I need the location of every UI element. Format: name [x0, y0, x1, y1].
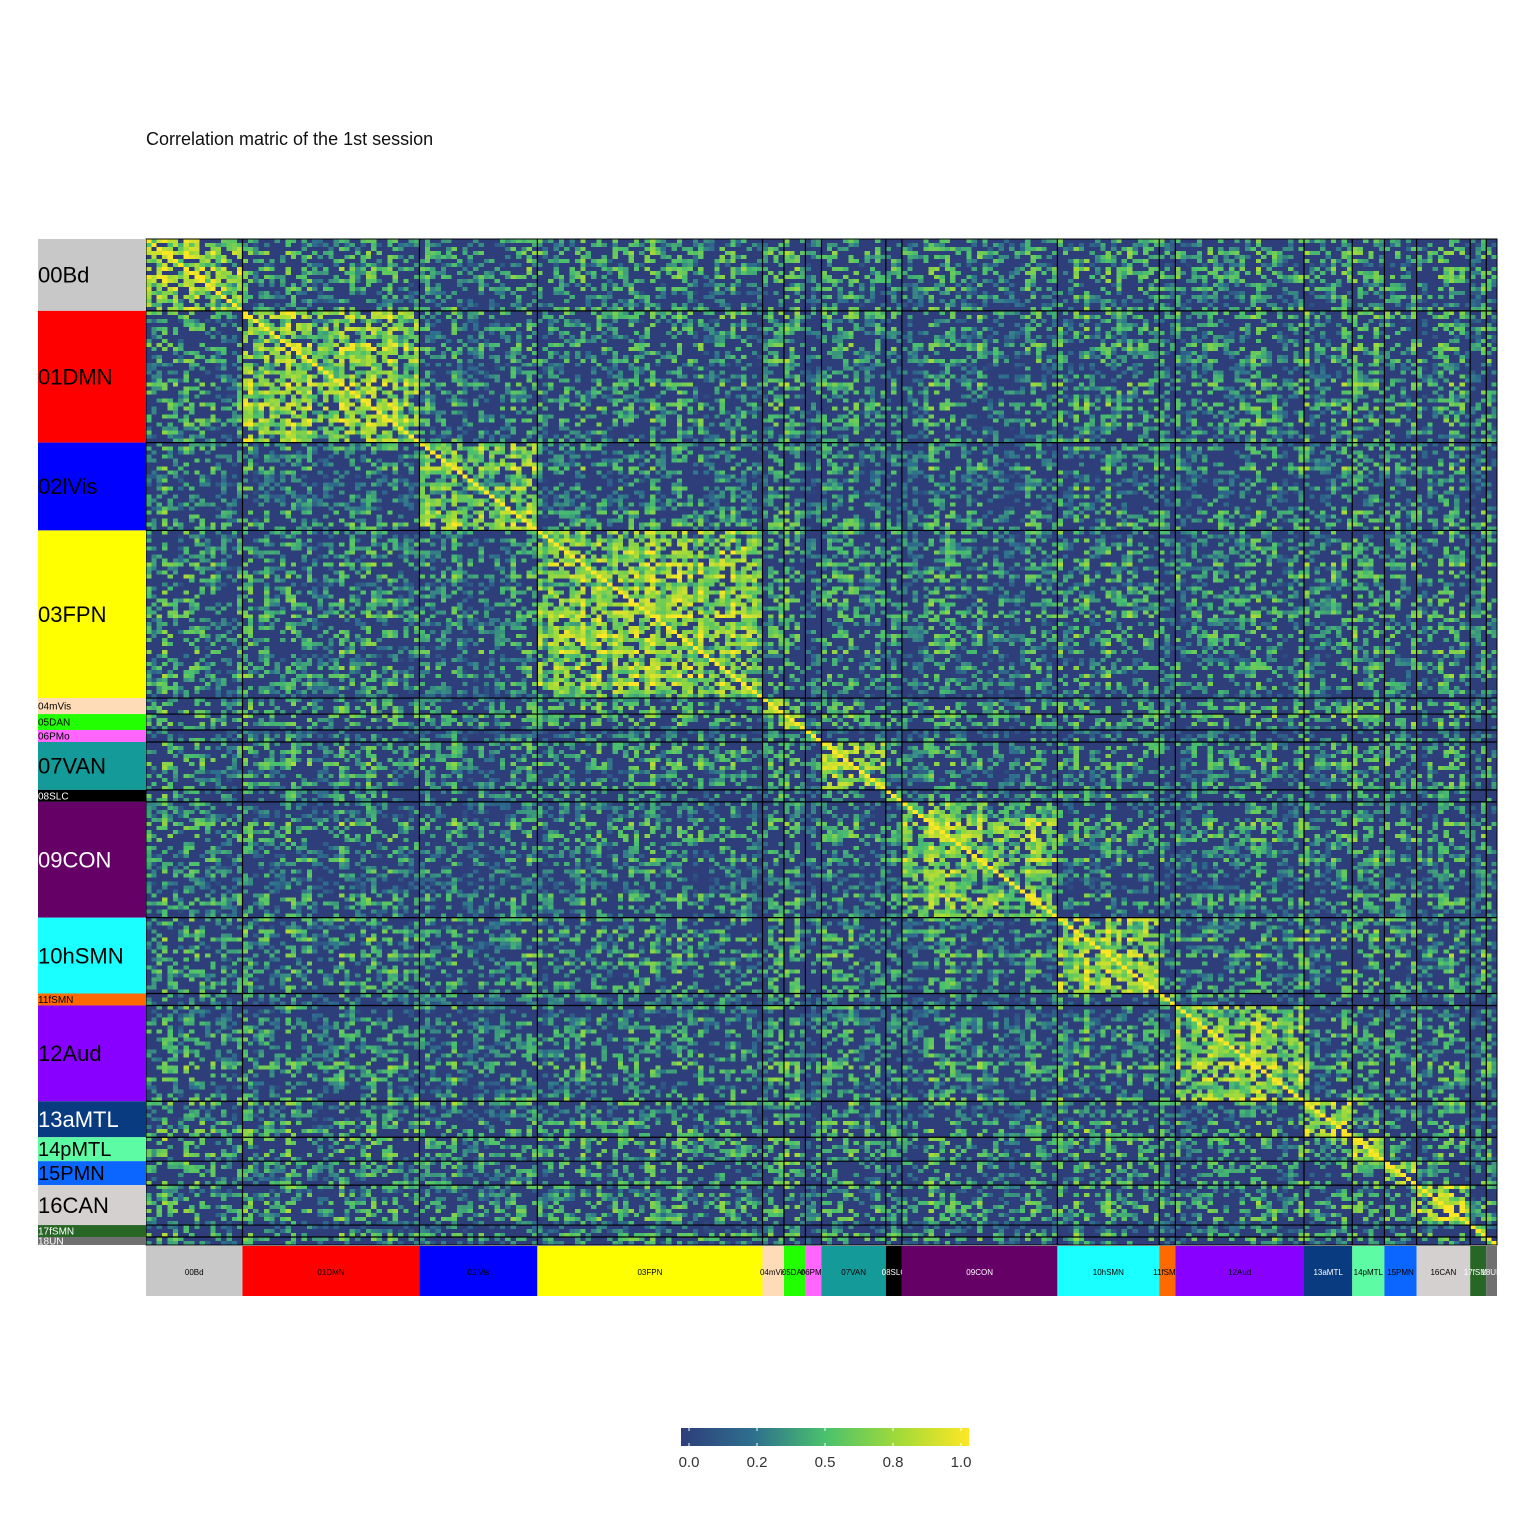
row-network-label: 14pMTL [38, 1139, 111, 1161]
col-network-band [821, 1246, 886, 1296]
row-network-label: 06PMo [38, 732, 70, 743]
row-network-label: 16CAN [38, 1193, 109, 1218]
col-network-label: 00Bd [185, 1268, 204, 1277]
colorbar-tick-label: 0.8 [883, 1454, 904, 1471]
row-network-band [38, 442, 146, 531]
col-network-label: 06PMo [801, 1268, 827, 1277]
row-network-label: 05DAN [38, 718, 70, 729]
row-network-band [38, 1237, 146, 1245]
row-network-label: 07VAN [38, 754, 106, 779]
col-network-label: 09CON [966, 1268, 993, 1277]
col-network-band [885, 1246, 902, 1296]
row-network-label: 03FPN [38, 602, 106, 627]
col-network-band [805, 1246, 822, 1296]
col-network-label: 14pMTL [1354, 1268, 1384, 1277]
row-network-band [38, 239, 146, 311]
col-network-band [762, 1246, 784, 1296]
row-network-label: 00Bd [38, 263, 89, 288]
col-network-band [1470, 1246, 1487, 1296]
col-network-band [1304, 1246, 1353, 1296]
col-network-band [1486, 1246, 1497, 1296]
col-network-label: 18UN [1481, 1268, 1502, 1277]
row-network-band [38, 742, 146, 790]
row-network-label: 13aMTL [38, 1107, 119, 1132]
row-network-band [38, 714, 146, 731]
row-network-band [38, 1101, 146, 1138]
col-network-band [1352, 1246, 1385, 1296]
row-network-band [38, 917, 146, 994]
col-network-label: 02lVis [468, 1268, 490, 1277]
colorbar [681, 1428, 969, 1446]
row-network-label: 08SLC [38, 791, 69, 802]
col-network-label: 07VAN [841, 1268, 866, 1277]
row-network-label: 15PMN [38, 1163, 105, 1185]
colorbar-tick-label: 0.5 [815, 1454, 836, 1471]
col-network-label: 13aMTL [1313, 1268, 1343, 1277]
col-network-label: 15PMN [1387, 1268, 1414, 1277]
col-network-band [537, 1246, 763, 1296]
row-network-label: 11fSMN [38, 995, 73, 1006]
col-network-band [901, 1246, 1058, 1296]
col-network-band [242, 1246, 420, 1296]
col-network-band [783, 1246, 806, 1296]
row-network-band [38, 730, 146, 742]
row-network-band [38, 1005, 146, 1102]
col-network-band [1416, 1246, 1471, 1296]
colorbar-tick-label: 0.2 [747, 1454, 768, 1471]
row-network-band [38, 993, 146, 1006]
row-network-label: 18UN [38, 1237, 64, 1248]
row-network-band [38, 698, 146, 715]
col-network-label: 04mVis [760, 1268, 787, 1277]
row-network-band [38, 801, 146, 918]
col-network-band [1384, 1246, 1417, 1296]
row-network-label: 09CON [38, 847, 111, 872]
row-network-label: 17fSMN [38, 1227, 74, 1238]
colorbar-tick-label: 0.0 [679, 1454, 700, 1471]
col-network-label: 16CAN [1430, 1268, 1456, 1277]
col-network-label: 08SLC [882, 1268, 907, 1277]
col-network-label: 11fSMN [1153, 1268, 1182, 1277]
col-network-band [1057, 1246, 1160, 1296]
col-network-label: 10hSMN [1093, 1268, 1124, 1277]
row-network-band [38, 1161, 146, 1186]
col-network-band [1175, 1246, 1304, 1296]
colorbar-tick-label: 1.0 [951, 1454, 972, 1471]
col-network-band [146, 1246, 243, 1296]
col-network-band [1159, 1246, 1176, 1296]
row-network-label: 02lVis [38, 474, 98, 499]
col-network-label: 05DAN [782, 1268, 808, 1277]
row-network-label: 12Aud [38, 1041, 102, 1066]
row-network-band [38, 310, 146, 443]
col-network-label: 17fSMN [1464, 1268, 1493, 1277]
col-network-label: 03FPN [637, 1268, 662, 1277]
row-network-band [38, 1225, 146, 1238]
row-network-label: 10hSMN [38, 943, 124, 968]
col-network-label: 01DMN [317, 1268, 344, 1277]
network-grid [146, 239, 1497, 1245]
row-network-band [38, 1137, 146, 1162]
row-network-band [38, 789, 146, 802]
row-network-label: 01DMN [38, 364, 113, 389]
row-network-band [38, 1185, 146, 1226]
row-network-label: 04mVis [38, 702, 71, 713]
col-network-label: 12Aud [1228, 1268, 1251, 1277]
chart-title: Correlation matric of the 1st session [146, 129, 434, 149]
col-network-band [419, 1246, 538, 1296]
row-network-band [38, 530, 146, 699]
